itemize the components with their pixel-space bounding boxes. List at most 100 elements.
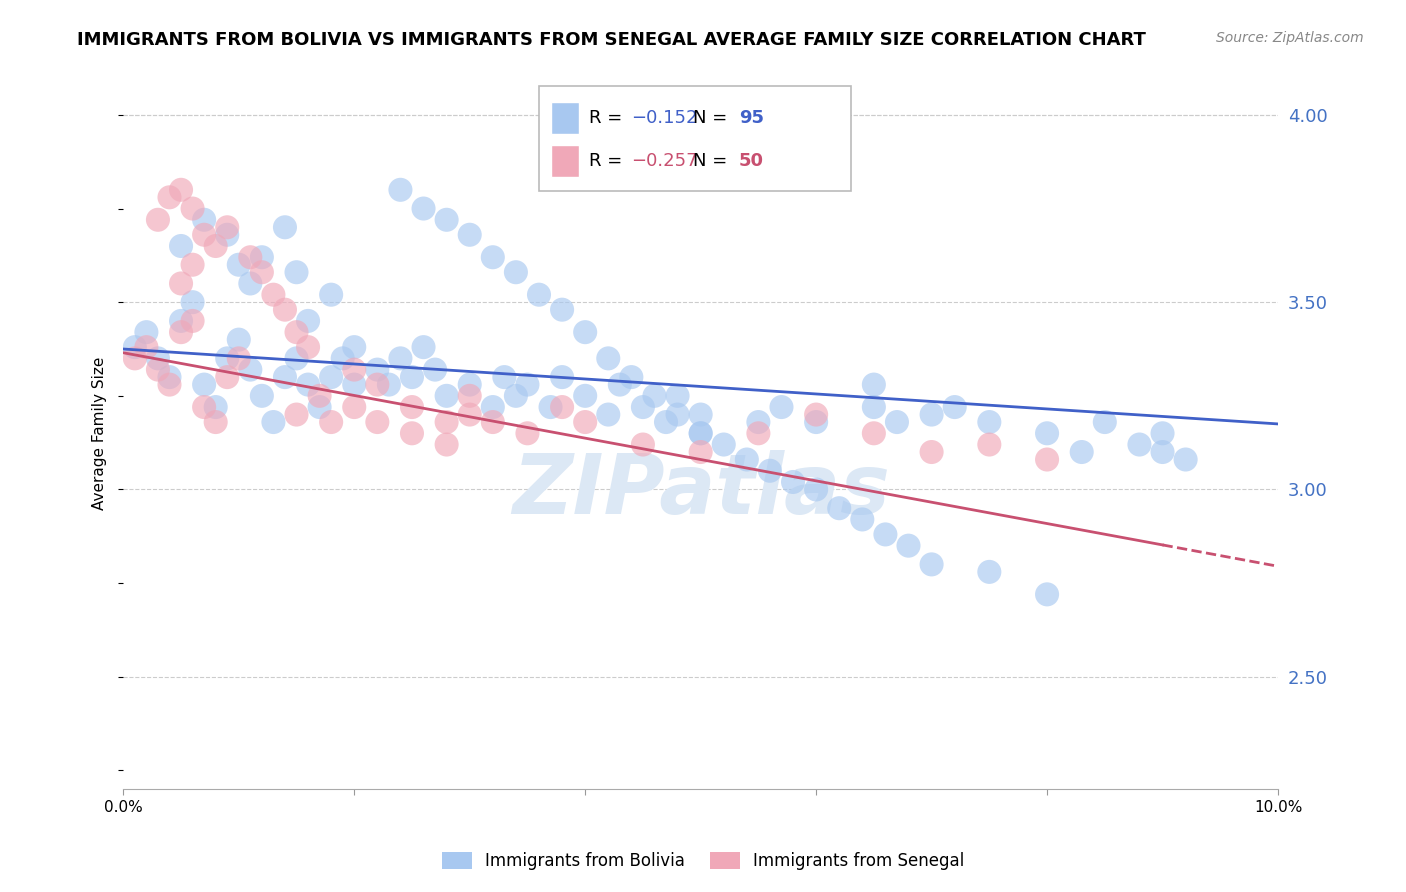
Point	[851, 512, 873, 526]
Text: IMMIGRANTS FROM BOLIVIA VS IMMIGRANTS FROM SENEGAL AVERAGE FAMILY SIZE CORRELATI: IMMIGRANTS FROM BOLIVIA VS IMMIGRANTS FR…	[77, 31, 1146, 49]
Point	[828, 501, 851, 516]
Point	[979, 437, 1001, 451]
Point	[1152, 445, 1174, 459]
Point	[689, 426, 711, 441]
Point	[321, 287, 343, 301]
Point	[516, 426, 538, 441]
Text: ZIPatlas: ZIPatlas	[512, 450, 890, 531]
Text: R =: R =	[589, 109, 627, 127]
Point	[262, 415, 284, 429]
Point	[598, 351, 620, 366]
Point	[482, 400, 505, 414]
Point	[494, 370, 516, 384]
Point	[436, 389, 458, 403]
Point	[389, 183, 412, 197]
Point	[285, 351, 308, 366]
Bar	[538, 86, 851, 191]
Point	[401, 426, 423, 441]
Point	[863, 377, 886, 392]
Point	[516, 377, 538, 392]
Point	[804, 408, 827, 422]
Point	[228, 333, 250, 347]
Text: 50: 50	[738, 152, 763, 169]
Point	[412, 202, 434, 216]
Point	[308, 400, 330, 414]
Legend: Immigrants from Bolivia, Immigrants from Senegal: Immigrants from Bolivia, Immigrants from…	[434, 845, 972, 877]
Point	[458, 377, 481, 392]
Text: N =: N =	[693, 109, 733, 127]
Point	[193, 212, 215, 227]
Point	[146, 351, 169, 366]
Point	[250, 250, 273, 264]
Point	[458, 227, 481, 242]
Text: −0.152: −0.152	[631, 109, 697, 127]
Point	[689, 445, 711, 459]
Point	[782, 475, 804, 489]
Text: R =: R =	[589, 152, 627, 169]
Bar	[551, 103, 579, 135]
Point	[332, 351, 354, 366]
Point	[285, 408, 308, 422]
Text: N =: N =	[693, 152, 733, 169]
Point	[609, 377, 631, 392]
Point	[875, 527, 897, 541]
Point	[863, 400, 886, 414]
Point	[239, 250, 262, 264]
Point	[250, 265, 273, 279]
Point	[436, 437, 458, 451]
Point	[274, 370, 297, 384]
Point	[666, 408, 689, 422]
Point	[713, 437, 735, 451]
Point	[505, 265, 527, 279]
Y-axis label: Average Family Size: Average Family Size	[93, 357, 107, 510]
Point	[366, 362, 388, 376]
Point	[1036, 426, 1059, 441]
Point	[551, 400, 574, 414]
Point	[689, 408, 711, 422]
Point	[228, 258, 250, 272]
Point	[321, 370, 343, 384]
Point	[735, 452, 758, 467]
Point	[804, 415, 827, 429]
Point	[217, 220, 239, 235]
Point	[170, 183, 193, 197]
Point	[193, 227, 215, 242]
Point	[482, 250, 505, 264]
Point	[308, 389, 330, 403]
Point	[689, 426, 711, 441]
Point	[401, 370, 423, 384]
Point	[181, 314, 204, 328]
Point	[897, 539, 920, 553]
Point	[770, 400, 793, 414]
Point	[135, 340, 157, 354]
Point	[217, 351, 239, 366]
Point	[297, 314, 319, 328]
Point	[204, 400, 226, 414]
Point	[124, 351, 146, 366]
Point	[979, 415, 1001, 429]
Point	[574, 415, 596, 429]
Point	[204, 239, 226, 253]
Point	[170, 239, 193, 253]
Point	[505, 389, 527, 403]
Point	[343, 362, 366, 376]
Point	[181, 295, 204, 310]
Point	[343, 340, 366, 354]
Point	[239, 362, 262, 376]
Point	[1174, 452, 1197, 467]
Point	[159, 190, 181, 204]
Point	[401, 400, 423, 414]
Point	[135, 325, 157, 339]
Point	[170, 277, 193, 291]
Point	[458, 389, 481, 403]
Point	[378, 377, 401, 392]
Point	[389, 351, 412, 366]
Point	[170, 325, 193, 339]
Point	[551, 370, 574, 384]
Point	[274, 220, 297, 235]
Point	[458, 408, 481, 422]
Point	[181, 258, 204, 272]
Point	[1036, 452, 1059, 467]
Text: Source: ZipAtlas.com: Source: ZipAtlas.com	[1216, 31, 1364, 45]
Point	[239, 277, 262, 291]
